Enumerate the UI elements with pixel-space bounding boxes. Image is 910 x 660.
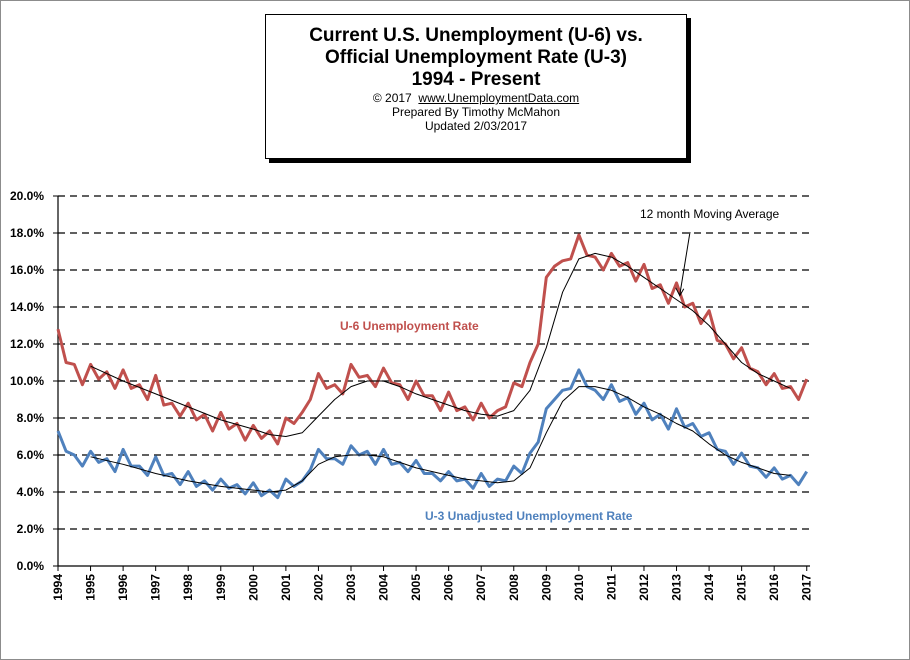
x-tick-label: 2004: [377, 574, 391, 601]
moving-average-line-u3: [90, 386, 791, 493]
x-tick-label: 2001: [279, 574, 293, 601]
y-tick-label: 6.0%: [17, 448, 45, 462]
annotation-arrow-head: [675, 287, 685, 297]
y-tick-label: 12.0%: [10, 337, 44, 351]
series-line-u3: [56, 368, 808, 500]
x-tick-label: 1994: [51, 574, 65, 601]
y-tick-label: 16.0%: [10, 263, 44, 277]
copyright-line: © 2017 www.UnemploymentData.com: [266, 91, 686, 105]
moving-average-line-u6: [90, 252, 791, 437]
x-tick-label: 2007: [474, 574, 488, 601]
y-tick-label: 4.0%: [17, 485, 45, 499]
x-tick-label: 2013: [670, 574, 684, 601]
axes: [53, 195, 810, 571]
x-tick-label: 2014: [702, 574, 716, 601]
x-tick-label: 2015: [735, 574, 749, 601]
x-tick-label: 2008: [507, 574, 521, 601]
website-link[interactable]: www.UnemploymentData.com: [418, 91, 580, 105]
x-tick-label: 2012: [637, 574, 651, 601]
x-tick-label: 1995: [84, 574, 98, 601]
gridlines: [58, 195, 810, 530]
x-tick-label: 2017: [800, 574, 814, 601]
x-tick-label: 2005: [409, 574, 423, 601]
x-tick-label: 1999: [214, 574, 228, 601]
series-lines: [56, 233, 809, 500]
copyright-text: © 2017: [372, 91, 412, 105]
x-tick-label: 2009: [539, 574, 553, 601]
title-line-3: 1994 - Present: [411, 69, 541, 90]
annotation-text: 12 month Moving Average: [640, 207, 780, 221]
x-tick-label: 2006: [442, 574, 456, 601]
y-tick-label: 0.0%: [17, 559, 45, 573]
title-line-2: Official Unemployment Rate (U-3): [325, 47, 627, 68]
x-tick-label: 1996: [116, 574, 130, 601]
x-tick-label: 2000: [246, 574, 260, 601]
updated-date: Updated 2/03/2017: [424, 119, 528, 133]
title-box: Current U.S. Unemployment (U-6) vs. Offi…: [265, 14, 687, 159]
y-tick-label: 10.0%: [10, 374, 44, 388]
x-tick-label: 2011: [604, 574, 618, 600]
y-tick-label: 2.0%: [17, 522, 45, 536]
x-tick-label: 2010: [572, 574, 586, 601]
annotation-arrow-line: [679, 231, 691, 295]
u6-series-label: U-6 Unemployment Rate: [340, 319, 479, 333]
x-tick-label: 2002: [311, 574, 325, 601]
series-labels: U-6 Unemployment Rate U-3 Unadjusted Unem…: [340, 319, 633, 523]
y-tick-label: 18.0%: [10, 226, 44, 240]
y-tick-label: 20.0%: [10, 189, 44, 203]
y-tick-label: 8.0%: [17, 411, 45, 425]
x-tick-label: 1998: [181, 574, 195, 601]
annotations: 12 month Moving Average: [640, 207, 780, 297]
prepared-by: Prepared By Timothy McMahon: [391, 105, 561, 119]
x-tick-labels: 1994 1995 1996 1997 1998 1999 2000 2001 2002 2003…: [51, 574, 814, 601]
title-line-1: Current U.S. Unemployment (U-6) vs.: [309, 25, 643, 46]
y-tick-labels: 0.0% 2.0% 4.0% 6.0% 8.0% 10.0% 12.0% 14.0% 16.0%…: [10, 189, 44, 573]
u3-series-label: U-3 Unadjusted Unemployment Rate: [425, 509, 633, 523]
y-tick-label: 14.0%: [10, 300, 44, 314]
x-tick-label: 1997: [149, 574, 163, 601]
series-line-u6: [56, 233, 809, 446]
x-tick-label: 2003: [344, 574, 358, 601]
x-tick-label: 2016: [767, 574, 781, 601]
